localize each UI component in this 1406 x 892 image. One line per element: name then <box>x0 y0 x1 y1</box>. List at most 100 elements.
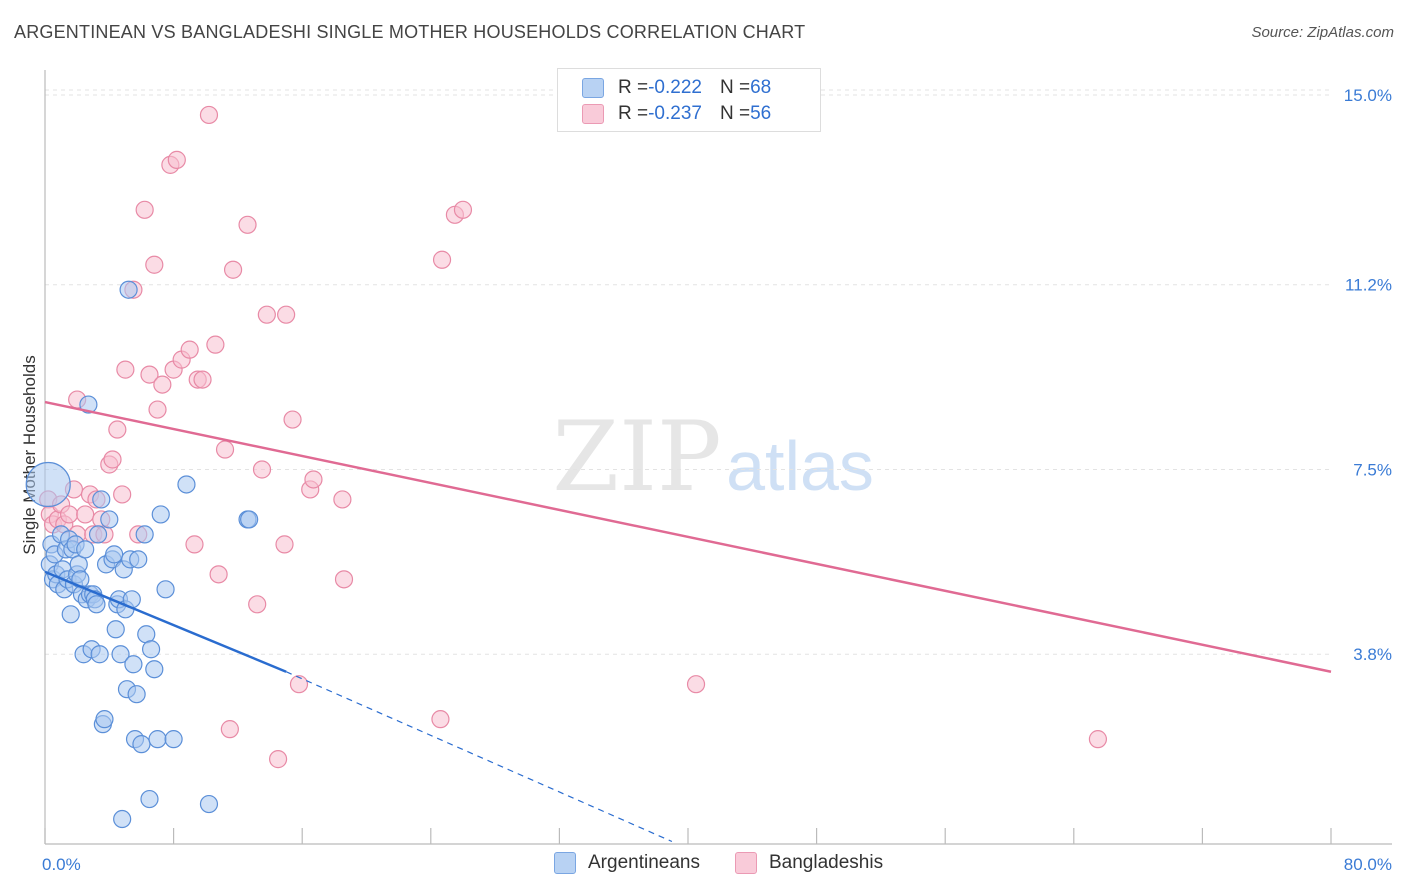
bangladeshi-point <box>223 260 243 279</box>
y-tick-label: 11.2% <box>1345 276 1392 295</box>
argentinean-point <box>156 580 175 599</box>
bangladeshi-point <box>432 250 452 269</box>
bangladeshi-point <box>431 710 450 729</box>
argentinean-point <box>135 525 154 544</box>
bangladeshi-point <box>60 505 79 524</box>
bangladeshi-point <box>148 400 167 419</box>
series-legend-bangladeshis[interactable]: Bangladeshis <box>735 852 883 874</box>
bangladeshi-trend-line <box>44 400 1332 673</box>
legend-r-label: R = <box>618 103 649 124</box>
argentinean-point <box>240 510 259 529</box>
legend-row-argentineans: R = -0.222 N = 68 <box>582 76 771 100</box>
chart-title: ARGENTINEAN VS BANGLADESHI SINGLE MOTHER… <box>14 22 806 42</box>
argentinean-point <box>76 540 95 559</box>
correlation-legend: R = -0.222 N = 68 R = -0.237 N = 56 <box>557 68 821 132</box>
bangladeshi-point <box>140 365 159 384</box>
bangladeshi-point <box>333 490 352 509</box>
bangladeshi-point <box>220 720 239 739</box>
pink-swatch-icon <box>735 852 757 874</box>
pink-swatch-icon <box>582 104 604 124</box>
bangladeshi-point <box>135 200 154 219</box>
bangladeshi-point <box>167 150 186 169</box>
source-credit: Source: ZipAtlas.com <box>1251 24 1394 41</box>
bangladeshi-point <box>334 570 354 589</box>
bangladeshi-point <box>206 335 225 354</box>
series-legend-label: Argentineans <box>588 852 700 873</box>
legend-r-value: -0.237 <box>648 103 702 124</box>
argentinean-point <box>141 640 161 659</box>
bangladeshi-point <box>257 305 276 324</box>
bangladeshi-point <box>289 675 309 694</box>
series-legend: Argentineans Bangladeshis <box>0 852 1406 878</box>
argentinean-point <box>61 605 80 624</box>
legend-n-label: N = <box>719 103 751 124</box>
bangladeshi-point <box>76 505 95 524</box>
bangladeshi-point <box>185 535 204 554</box>
watermark-atlas: atlas <box>726 427 874 505</box>
bangladeshi-point <box>103 450 122 469</box>
bangladeshi-point <box>275 535 294 554</box>
bangladeshi-point <box>304 470 323 489</box>
bangladeshi-point <box>283 410 302 429</box>
argentinean-point <box>140 789 159 809</box>
legend-n-value: 68 <box>750 77 772 98</box>
series-legend-argentineans[interactable]: Argentineans <box>554 852 700 874</box>
bangladeshi-point <box>180 340 199 359</box>
y-tick-label: 7.5% <box>1353 460 1392 479</box>
bangladeshi-point <box>209 565 228 584</box>
bangladeshi-point <box>113 485 132 504</box>
argentinean-point <box>129 550 148 569</box>
y-tick-label: 3.8% <box>1353 645 1392 664</box>
bangladeshi-point <box>108 420 127 439</box>
argentinean-point <box>106 620 125 639</box>
argentinean-point <box>100 510 119 529</box>
blue-swatch-icon <box>554 852 576 874</box>
bangladeshi-point <box>145 255 164 274</box>
argentinean-point <box>79 395 98 414</box>
y-tick-label: 15.0% <box>1344 86 1392 105</box>
argentinean-point <box>105 545 124 564</box>
argentinean-point <box>151 505 170 524</box>
legend-row-bangladeshis: R = -0.237 N = 56 <box>582 102 771 126</box>
argentinean-point <box>148 730 167 749</box>
argentinean-point <box>88 525 108 544</box>
argentinean-trend-line <box>44 570 287 673</box>
bangladeshi-point <box>153 375 172 394</box>
bangladeshi-point <box>268 750 288 769</box>
argentinean-point <box>132 735 151 754</box>
bangladeshi-point <box>686 675 706 694</box>
bangladeshi-point <box>1088 730 1108 749</box>
argentinean-point <box>119 280 138 299</box>
argentinean-point <box>124 655 143 674</box>
blue-swatch-icon <box>582 78 604 98</box>
bangladeshi-point <box>277 305 296 324</box>
bangladeshi-point <box>248 595 267 614</box>
argentinean-point <box>111 645 130 664</box>
argentinean-point <box>177 475 196 494</box>
bangladeshi-point <box>215 440 235 459</box>
argentinean-point <box>90 645 109 664</box>
legend-n-value: 56 <box>750 103 772 124</box>
bangladeshi-point <box>238 215 257 234</box>
argentinean-point <box>127 685 146 704</box>
argentinean-point <box>164 730 183 749</box>
legend-r-label: R = <box>618 77 649 98</box>
series-legend-label: Bangladeshis <box>769 852 884 873</box>
argentinean-point <box>113 809 132 829</box>
argentinean-point <box>199 794 219 814</box>
watermark-zip: ZIP <box>552 401 721 513</box>
bangladeshi-point <box>252 460 272 479</box>
argentinean-trend-extension <box>285 671 673 843</box>
bangladeshi-point <box>453 200 473 219</box>
argentinean-point <box>145 660 164 679</box>
legend-n-label: N = <box>719 77 751 98</box>
argentinean-point <box>95 710 114 729</box>
argentinean-point <box>92 490 111 509</box>
argentinean-point <box>25 461 71 508</box>
bangladeshi-point <box>193 370 212 389</box>
bangladeshi-point <box>116 360 135 379</box>
legend-r-value: -0.222 <box>648 77 702 98</box>
argentinean-point <box>87 595 106 614</box>
x-tick-label: 0.0% <box>42 855 81 874</box>
